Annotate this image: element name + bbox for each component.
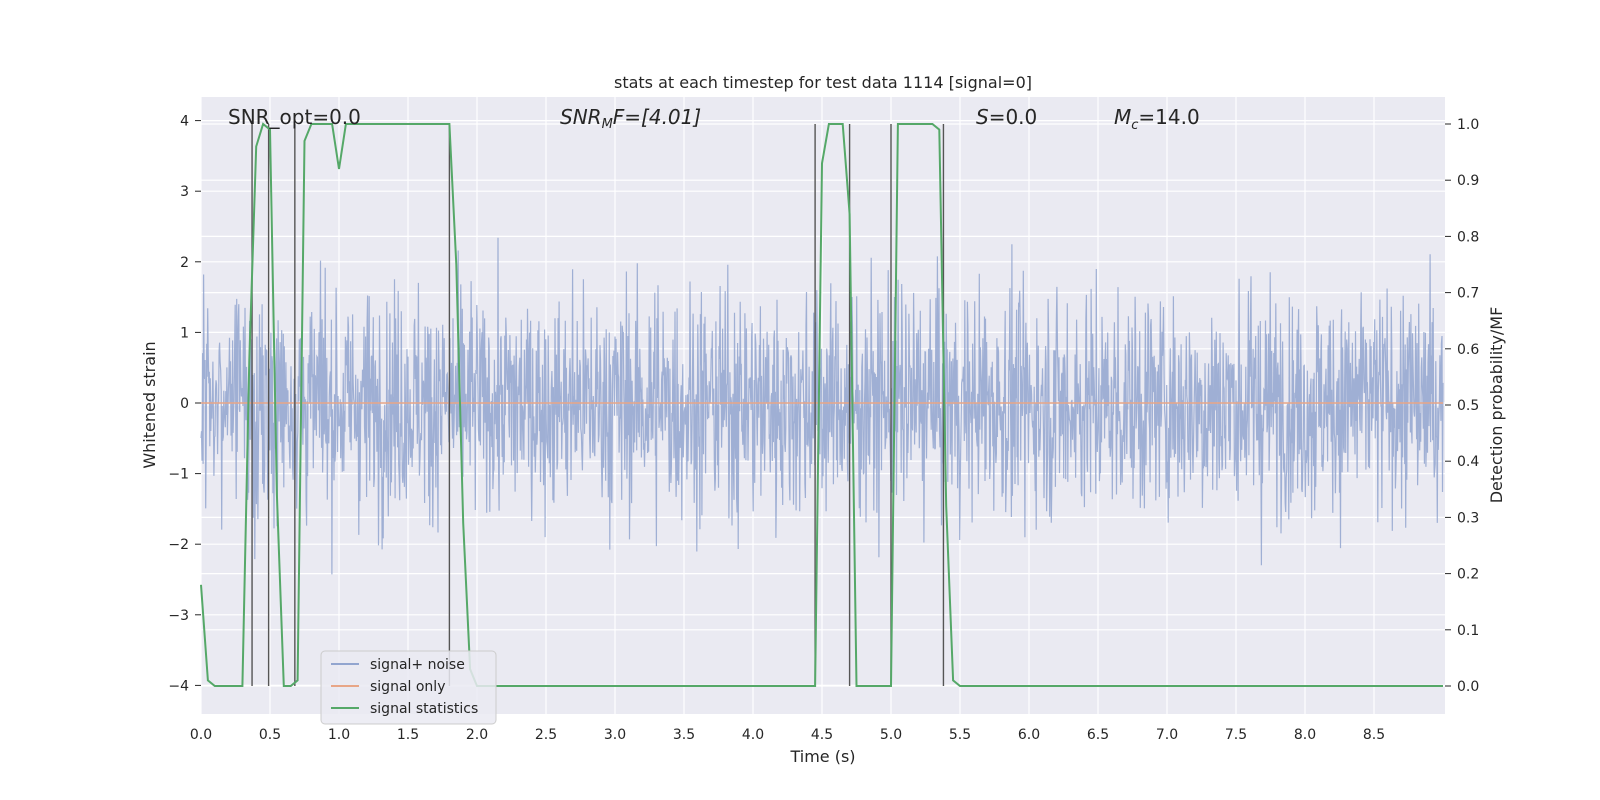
left-y-axis-label: Whitened strain	[140, 341, 159, 468]
annotation-mc: Mc=14.0	[1114, 105, 1200, 133]
x-tick-label: 6.5	[1087, 727, 1109, 743]
signal-noise-series	[200, 237, 1444, 575]
right-y-tick-label: 0.0	[1457, 679, 1479, 695]
y-tick-label: 0	[180, 396, 189, 412]
x-tick-label: 3.5	[673, 727, 695, 743]
right-y-tick-label: 0.3	[1457, 510, 1479, 526]
x-tick-label: 3.0	[604, 727, 626, 743]
x-tick-label: 1.0	[328, 727, 350, 743]
y-tick-label: 3	[180, 184, 189, 200]
x-tick-label: 5.0	[880, 727, 902, 743]
y-tick-label: −2	[168, 537, 189, 553]
right-y-tick-label: 1.0	[1457, 117, 1479, 133]
x-tick-label: 1.5	[397, 727, 419, 743]
y-tick-label: 1	[180, 325, 189, 341]
right-y-tick-label: 0.8	[1457, 229, 1479, 245]
legend-label-signal-noise: signal+ noise	[370, 657, 465, 673]
x-axis-ticks: 0.0 0.5 1.0 1.5 2.0 2.5 3.0 3.5 4.0 4.5 5.0 5.5 6.0 6…	[190, 727, 1385, 743]
left-y-axis-ticks: 4 3 2 1 0 −1 −2 −3 −4	[168, 114, 201, 694]
x-tick-label: 7.0	[1156, 727, 1178, 743]
right-y-tick-label: 0.6	[1457, 342, 1479, 358]
x-tick-label: 0.5	[259, 727, 281, 743]
annotation-snr-opt: SNR_opt=0.0	[228, 105, 361, 129]
annotation-snr-mf: SNRMF=[4.01]	[560, 105, 701, 132]
x-tick-label: 0.0	[190, 727, 212, 743]
right-y-tick-label: 0.4	[1457, 454, 1479, 470]
x-tick-label: 4.0	[742, 727, 764, 743]
x-tick-label: 6.0	[1018, 727, 1040, 743]
x-tick-label: 8.5	[1363, 727, 1385, 743]
y-tick-label: 4	[180, 114, 189, 130]
chart-title: stats at each timestep for test data 111…	[614, 73, 1032, 92]
legend-label-signal-statistics: signal statistics	[370, 701, 478, 717]
y-tick-label: −4	[168, 678, 189, 694]
x-tick-label: 8.0	[1294, 727, 1316, 743]
right-y-tick-label: 0.9	[1457, 173, 1479, 189]
signal-noise-line	[200, 237, 1444, 575]
right-y-tick-label: 0.7	[1457, 286, 1479, 302]
right-y-axis-label: Detection probability/MF	[1487, 307, 1506, 504]
x-tick-label: 5.5	[949, 727, 971, 743]
right-y-tick-label: 0.2	[1457, 567, 1479, 583]
y-tick-label: −3	[168, 608, 189, 624]
y-tick-label: −1	[168, 467, 189, 483]
legend-box	[320, 650, 497, 725]
x-tick-label: 2.5	[535, 727, 557, 743]
x-axis-label: Time (s)	[789, 747, 855, 766]
legend-label-signal-only: signal only	[370, 679, 445, 695]
right-y-tick-label: 0.5	[1457, 398, 1479, 414]
x-tick-label: 2.0	[466, 727, 488, 743]
x-tick-label: 4.5	[811, 727, 833, 743]
legend: signal+ noise signal only signal statist…	[320, 650, 497, 725]
y-tick-label: 2	[180, 255, 189, 271]
x-tick-label: 7.5	[1225, 727, 1247, 743]
right-y-tick-label: 0.1	[1457, 623, 1479, 639]
annotation-s: S=0.0	[976, 105, 1037, 129]
right-y-axis-ticks: 1.0 0.9 0.8 0.7 0.6 0.5 0.4 0.3 0.2 0.1 0.0	[1445, 117, 1479, 695]
